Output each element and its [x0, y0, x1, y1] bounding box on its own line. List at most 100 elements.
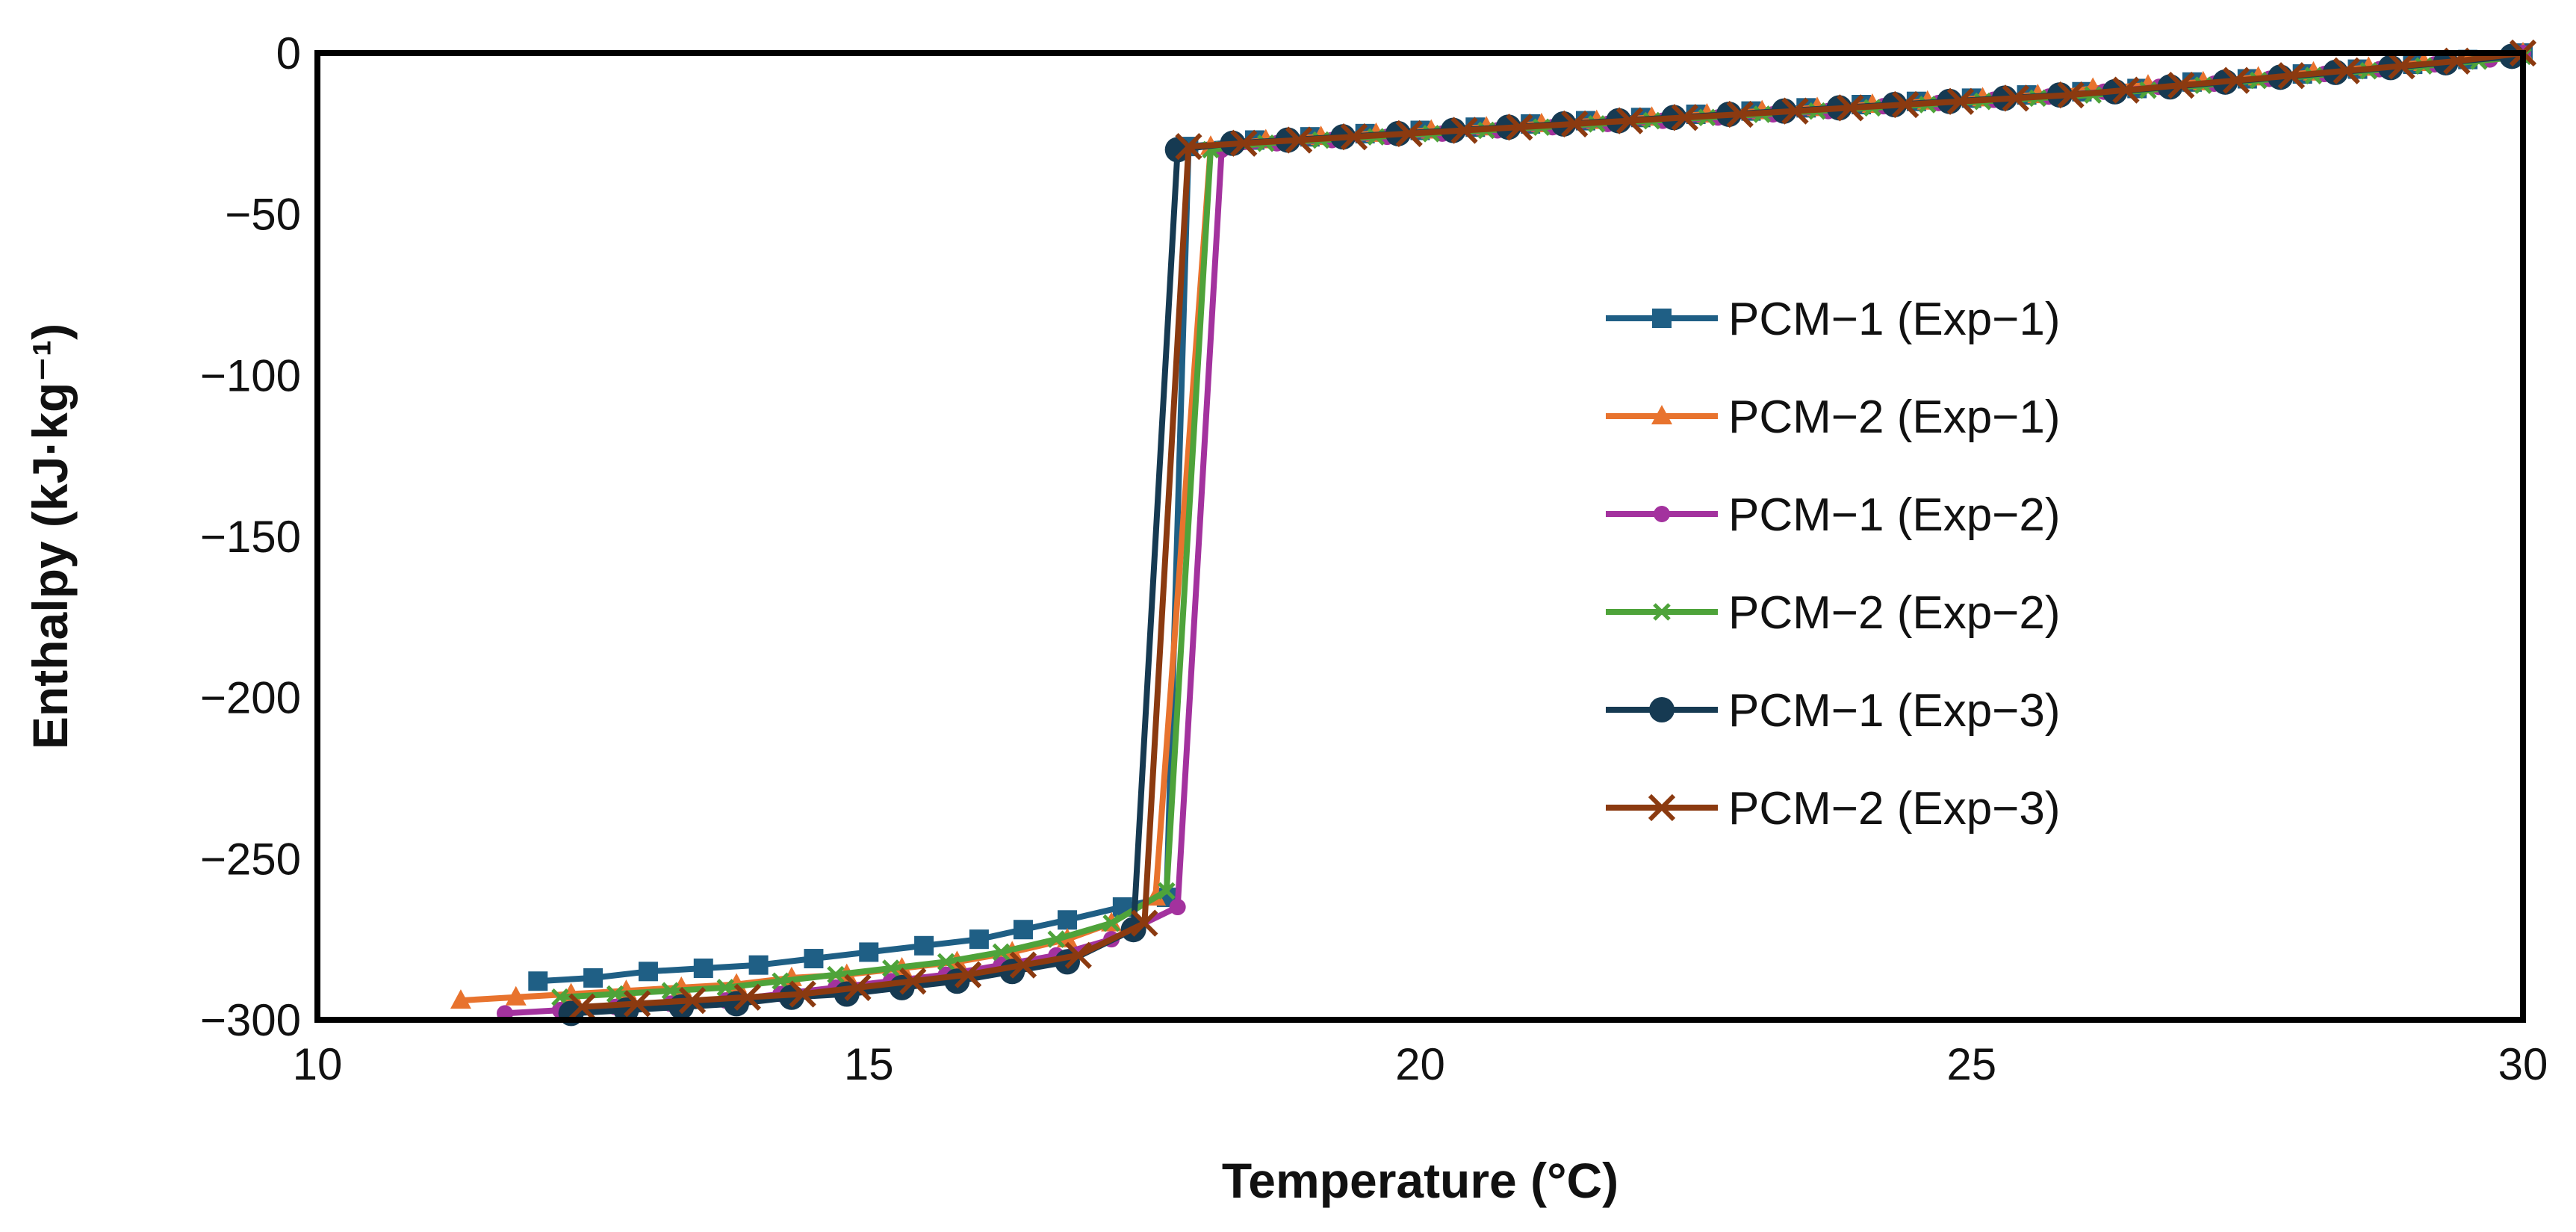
data-point — [914, 935, 934, 956]
legend-item: PCM−2 (Exp−3) — [1606, 783, 2061, 835]
legend-item: PCM−1 (Exp−1) — [1606, 294, 2061, 345]
data-point — [1892, 90, 1919, 119]
y-tick-label: −200 — [200, 673, 301, 723]
data-point — [2222, 66, 2250, 94]
data-point — [1654, 506, 1670, 522]
data-point — [693, 958, 713, 978]
data-point — [1058, 910, 1078, 930]
data-point — [678, 986, 707, 1015]
data-point — [1047, 930, 1066, 948]
legend-label: PCM−1 (Exp−1) — [1728, 294, 2061, 345]
data-point — [1671, 104, 1698, 131]
legend: PCM−1 (Exp−1) PCM−2 (Exp−1) PCM−1 (Exp−2) P… — [1606, 294, 2061, 835]
series-line — [538, 50, 2524, 985]
data-point — [1175, 132, 1202, 161]
data-point — [1340, 123, 1368, 151]
data-point — [1450, 117, 1478, 144]
data-point — [2167, 72, 2195, 99]
x-tick-label: 10 — [293, 1039, 343, 1089]
x-tick-label: 30 — [2498, 1039, 2548, 1089]
data-point — [2333, 57, 2360, 84]
data-point — [2277, 62, 2306, 90]
x-tick-label: 25 — [1946, 1039, 1996, 1089]
y-tick-label: −150 — [200, 512, 301, 562]
data-point — [2388, 52, 2415, 80]
legend-label: PCM−2 (Exp−3) — [1728, 783, 2061, 835]
data-point — [1781, 97, 1809, 125]
legend-item: PCM−1 (Exp−2) — [1606, 489, 2061, 541]
x-tick-label: 15 — [844, 1039, 894, 1089]
y-tick-label: −100 — [200, 350, 301, 400]
data-point — [1726, 100, 1754, 129]
data-point — [859, 942, 879, 962]
data-point — [955, 961, 982, 988]
legend-label: PCM−1 (Exp−2) — [1728, 489, 2061, 541]
data-point — [1616, 107, 1644, 134]
data-point — [568, 993, 596, 1021]
series-1 — [528, 43, 2533, 991]
legend-item: PCM−1 (Exp−3) — [1606, 685, 2061, 737]
series-2 — [450, 42, 2533, 1009]
data-point — [992, 943, 1011, 962]
data-point — [1009, 951, 1037, 979]
series-line — [559, 53, 2524, 1000]
data-point — [2057, 81, 2085, 109]
data-point — [1395, 120, 1423, 147]
data-point — [1285, 126, 1313, 154]
series-line — [504, 50, 2524, 1017]
data-point — [1013, 920, 1033, 940]
data-point — [1651, 405, 1672, 424]
data-point — [528, 971, 548, 991]
series-line — [582, 50, 2524, 1010]
legend-label: PCM−1 (Exp−3) — [1728, 685, 2061, 737]
data-point — [1653, 603, 1671, 621]
data-point — [899, 968, 927, 995]
data-point — [583, 968, 603, 988]
data-point — [1648, 793, 1676, 822]
y-axis-title: Enthalpy (kJ·kg⁻¹) — [22, 324, 78, 749]
legend-item: PCM−2 (Exp−1) — [1606, 391, 2061, 443]
data-point — [844, 973, 872, 1001]
data-point — [1946, 87, 1975, 115]
data-point — [1131, 909, 1158, 937]
data-point — [937, 953, 955, 971]
data-point — [2112, 76, 2140, 104]
series-4 — [551, 47, 2532, 1006]
data-point — [1169, 899, 1186, 916]
y-tick-label: −50 — [225, 190, 301, 240]
data-point — [1102, 914, 1120, 932]
data-point — [1158, 882, 1176, 900]
data-point — [789, 980, 816, 1008]
series-layer — [450, 39, 2537, 1027]
series-line — [460, 50, 2524, 1004]
data-point — [638, 962, 658, 982]
data-point — [1230, 129, 1258, 157]
series-3 — [497, 45, 2531, 1022]
data-point — [1837, 94, 1864, 122]
data-point — [733, 983, 761, 1011]
data-point — [450, 989, 471, 1009]
data-point — [804, 949, 824, 969]
data-point — [1649, 697, 1675, 722]
data-point — [748, 955, 769, 975]
plot-area-frame — [314, 50, 2526, 1023]
y-tick-label: 0 — [276, 28, 301, 78]
y-tick-label: −250 — [200, 834, 301, 884]
data-point — [827, 965, 845, 984]
data-point — [969, 929, 989, 950]
x-tick-label: 20 — [1395, 1039, 1445, 1089]
axis-ticks: 10 15 20 25 30 0 −50 −100 −150 −200 −250 −300 — [200, 28, 2548, 1089]
y-tick-label: −300 — [200, 995, 301, 1045]
data-point — [882, 959, 900, 977]
series-5 — [558, 43, 2525, 1027]
data-point — [1652, 309, 1672, 328]
data-point — [624, 990, 651, 1018]
data-point — [1506, 114, 1533, 141]
data-point — [1561, 110, 1589, 138]
data-point — [2002, 84, 2029, 112]
legend-label: PCM−2 (Exp−2) — [1728, 587, 2061, 639]
data-point — [1064, 941, 1092, 969]
series-6 — [568, 39, 2537, 1021]
